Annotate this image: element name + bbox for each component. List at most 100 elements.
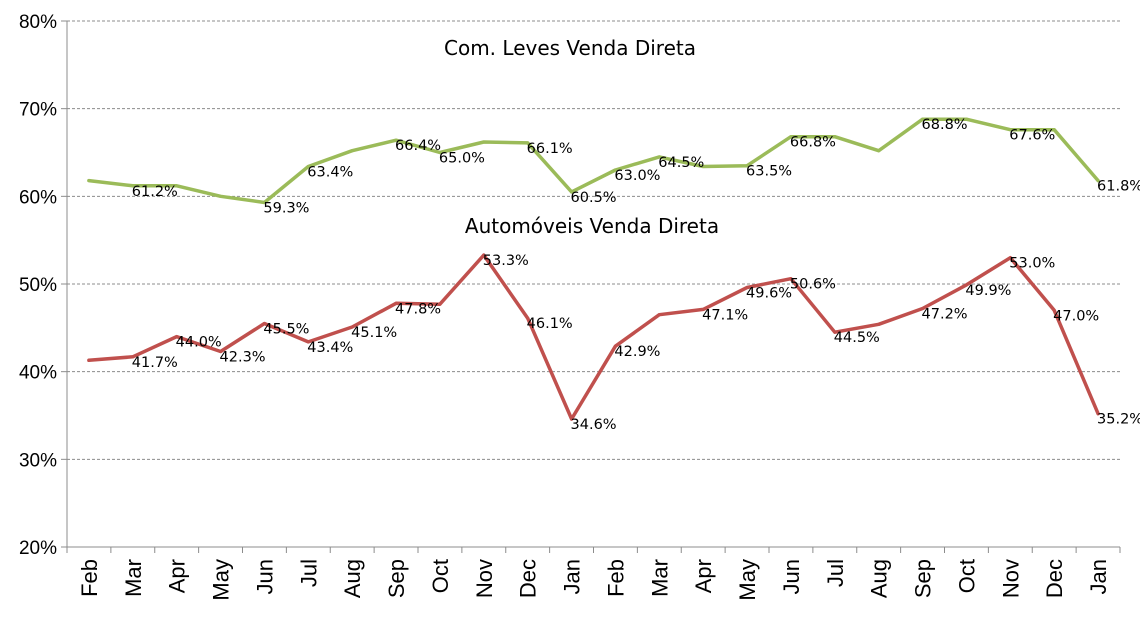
y-tick-label: 70% (19, 100, 57, 121)
data-label: 47.8% (395, 301, 441, 317)
data-label: 44.0% (176, 335, 222, 351)
x-tick-label: Dec (516, 559, 541, 598)
x-tick-label: Jun (779, 559, 804, 594)
data-point (394, 301, 398, 305)
x-tick-label: Jun (252, 559, 277, 594)
y-tick-label: 20% (19, 538, 57, 559)
data-label: 49.9% (965, 283, 1011, 299)
x-tick-label: Mar (647, 559, 672, 597)
data-label: 64.5% (658, 155, 704, 171)
data-point (1052, 128, 1056, 132)
data-point (1008, 256, 1012, 260)
data-point (262, 321, 266, 325)
data-point (833, 135, 837, 139)
data-point (613, 344, 617, 348)
data-point (131, 355, 135, 359)
data-point (964, 283, 968, 287)
x-tick-label: Feb (603, 559, 628, 597)
data-point (131, 184, 135, 188)
data-label: 41.7% (132, 355, 178, 371)
data-label: 42.9% (614, 344, 660, 360)
data-label: 59.3% (263, 200, 309, 216)
series-line-0 (87, 117, 1100, 205)
data-label: 42.3% (220, 350, 266, 366)
grid-layer (67, 20, 1120, 460)
data-point (306, 340, 310, 344)
data-point (833, 330, 837, 334)
data-point (1096, 179, 1100, 183)
data-label: 61.2% (132, 184, 178, 200)
data-point (921, 307, 925, 311)
data-label: 67.6% (1009, 128, 1055, 144)
x-tick-label: Oct (954, 559, 979, 593)
x-tick-label: Jul (823, 559, 848, 587)
data-label: 50.6% (790, 277, 836, 293)
data-point (701, 165, 705, 169)
data-point (306, 165, 310, 169)
data-label: 60.5% (571, 190, 617, 206)
data-point (482, 253, 486, 257)
data-point (87, 358, 91, 362)
y-tick-label: 40% (19, 363, 57, 384)
data-label: 68.8% (922, 117, 968, 133)
data-point (482, 140, 486, 144)
x-tick-label: Mar (121, 559, 146, 597)
data-label: 46.1% (527, 316, 573, 332)
x-tick-label: Dec (1042, 559, 1067, 598)
data-point (438, 151, 442, 154)
data-label: 63.4% (307, 165, 353, 181)
data-point (526, 316, 530, 320)
data-point (219, 350, 223, 354)
x-tick-label: May (209, 559, 234, 601)
data-point (789, 277, 793, 281)
data-point (1052, 308, 1056, 312)
y-tick-label: 50% (19, 275, 57, 296)
data-label: 47.0% (1053, 308, 1099, 324)
data-point (350, 149, 354, 153)
x-tick-label: Feb (77, 559, 102, 597)
data-label: 63.5% (746, 164, 792, 180)
data-label-layer: 61.2% 59.3% 63.4% 66.4%65.0% 66.1% 60.5% 63.0%… (132, 117, 1140, 433)
x-tick-label: Jan (1086, 559, 1111, 594)
data-point (657, 313, 661, 317)
data-point (745, 286, 749, 290)
data-label: 53.0% (1009, 256, 1055, 272)
data-point (1008, 128, 1012, 132)
data-label: 45.5% (263, 321, 309, 337)
data-label: 47.2% (922, 307, 968, 323)
x-tick-label: Jan (560, 559, 585, 594)
series-layer (87, 117, 1100, 421)
data-label: 44.5% (834, 330, 880, 346)
data-point (570, 417, 574, 421)
data-point (262, 200, 266, 204)
series-title-com-leves: Com. Leves Venda Direta (444, 36, 696, 60)
data-label: 35.2% (1097, 412, 1140, 428)
x-tick-label: Sep (911, 559, 936, 598)
data-point (657, 155, 661, 159)
data-label: 43.4% (307, 340, 353, 356)
x-tick-label: Sep (384, 559, 409, 598)
data-point (394, 138, 398, 142)
data-point (789, 135, 793, 139)
data-point (219, 194, 223, 198)
data-point (613, 168, 617, 172)
data-point (1096, 412, 1100, 416)
y-tick-label: 60% (19, 187, 57, 208)
x-tick-label: Aug (867, 559, 892, 598)
y-tick-label: 80% (19, 12, 57, 33)
data-point (877, 322, 881, 326)
data-point (701, 307, 705, 311)
series-title-automoveis: Automóveis Venda Direta (465, 214, 719, 238)
data-point (877, 149, 881, 153)
data-point (745, 164, 749, 168)
data-point (175, 184, 179, 188)
data-point (526, 141, 530, 145)
data-point (87, 179, 91, 183)
x-tick-label: Jul (296, 559, 321, 587)
data-point (350, 325, 354, 329)
data-point (964, 117, 968, 121)
x-tick-label: Nov (998, 559, 1023, 598)
data-label: 45.1% (351, 325, 397, 341)
